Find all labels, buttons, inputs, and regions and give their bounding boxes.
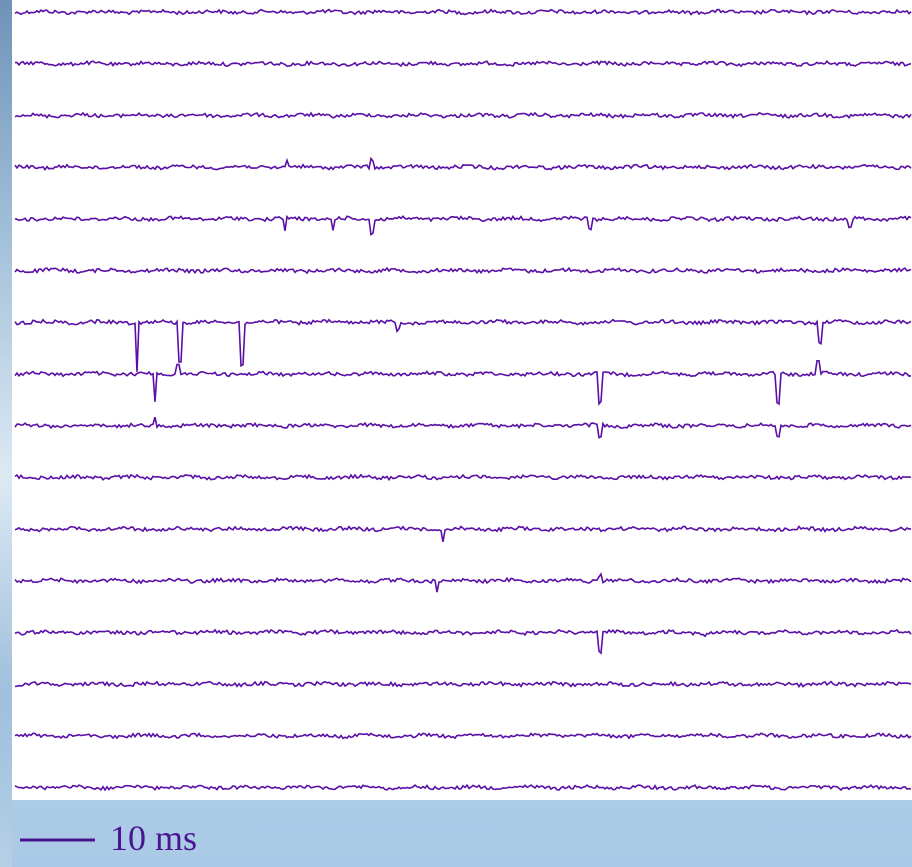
trace bbox=[14, 572, 912, 593]
trace bbox=[14, 214, 912, 237]
trace bbox=[15, 59, 912, 68]
trace bbox=[14, 266, 912, 275]
trace bbox=[14, 680, 912, 688]
scale-bar-label: 10 ms bbox=[110, 818, 198, 858]
trace bbox=[14, 525, 912, 542]
trace bbox=[14, 156, 912, 171]
trace bbox=[14, 732, 912, 740]
trace bbox=[14, 416, 912, 439]
trace bbox=[14, 318, 912, 372]
recording-panel bbox=[12, 0, 912, 800]
background-strip bbox=[0, 0, 12, 867]
trace bbox=[14, 628, 912, 655]
trace bbox=[14, 360, 912, 407]
trace bbox=[14, 473, 912, 482]
trace bbox=[14, 111, 912, 120]
trace bbox=[14, 8, 912, 16]
trace bbox=[14, 783, 912, 792]
